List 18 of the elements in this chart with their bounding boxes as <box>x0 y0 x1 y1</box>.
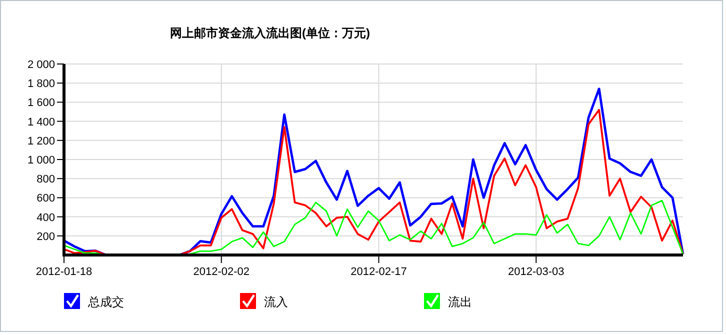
y-tick-label: 1 000 <box>27 154 55 166</box>
x-tick-label: 2012-01-18 <box>36 266 92 278</box>
x-tick-label: 2012-03-03 <box>508 266 564 278</box>
legend-label: 流入 <box>264 295 288 309</box>
y-tick-label: 200 <box>36 230 55 243</box>
y-tick-label: 400 <box>36 212 55 224</box>
y-tick-label: 600 <box>36 192 55 205</box>
x-tick-label: 2012-02-17 <box>350 266 407 278</box>
y-tick-label: 1 400 <box>27 116 55 128</box>
y-tick-label: 800 <box>36 174 55 186</box>
legend-label: 流出 <box>448 295 472 309</box>
legend-label: 总成交 <box>87 295 124 309</box>
y-tick-label: 1 600 <box>27 97 55 110</box>
y-tick-label: 1 800 <box>27 78 55 90</box>
chart-title: 网上邮市资金流入流出图(单位：万元) <box>170 26 370 40</box>
y-tick-label: 2 000 <box>27 59 55 71</box>
x-tick-label: 2012-02-02 <box>193 266 250 278</box>
y-tick-label: 1 200 <box>27 135 55 148</box>
